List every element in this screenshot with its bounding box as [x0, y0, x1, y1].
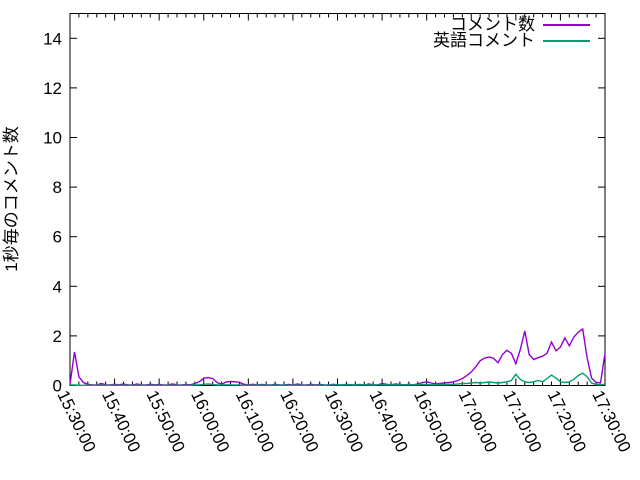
x-tick-label: 16:50:00 — [410, 387, 456, 455]
y-tick-label: 6 — [53, 228, 62, 247]
x-tick-label: 16:10:00 — [232, 387, 278, 455]
y-tick-label: 2 — [53, 327, 62, 346]
legend: コメント数 英語コメント — [433, 15, 590, 50]
legend-label-comments: コメント数 — [450, 15, 535, 34]
legend-item-english-comments: 英語コメント — [433, 31, 590, 50]
y-tick-label: 10 — [43, 129, 62, 148]
y-tick-label: 8 — [53, 178, 62, 197]
y-tick-label: 0 — [53, 377, 62, 396]
legend-line-english-comments — [543, 40, 590, 42]
x-tick-label: 17:20:00 — [544, 387, 590, 455]
series-line-0 — [69, 327, 606, 386]
x-tick-label: 15:40:00 — [98, 387, 144, 455]
x-tick-label: 17:10:00 — [499, 387, 545, 455]
x-tick-label: 17:30:00 — [588, 387, 634, 455]
y-tick-label: 12 — [43, 79, 62, 98]
legend-item-comments: コメント数 — [433, 15, 590, 34]
x-tick-label: 16:40:00 — [365, 387, 411, 455]
x-tick-label: 15:50:00 — [143, 387, 189, 455]
x-tick-label: 15:30:00 — [53, 387, 99, 455]
x-tick-label: 16:20:00 — [276, 387, 322, 455]
y-tick-label: 4 — [53, 277, 62, 296]
x-tick-label: 16:00:00 — [187, 387, 233, 455]
y-tick-label: 14 — [43, 29, 62, 48]
series-line-1 — [70, 372, 606, 387]
x-tick-label: 17:00:00 — [455, 387, 501, 455]
legend-line-comments — [543, 24, 590, 26]
x-tick-label: 16:30:00 — [321, 387, 367, 455]
plot-frame — [69, 13, 606, 386]
legend-label-english-comments: 英語コメント — [433, 31, 535, 50]
y-axis-title: 1秒毎のコメント数 — [2, 126, 21, 271]
